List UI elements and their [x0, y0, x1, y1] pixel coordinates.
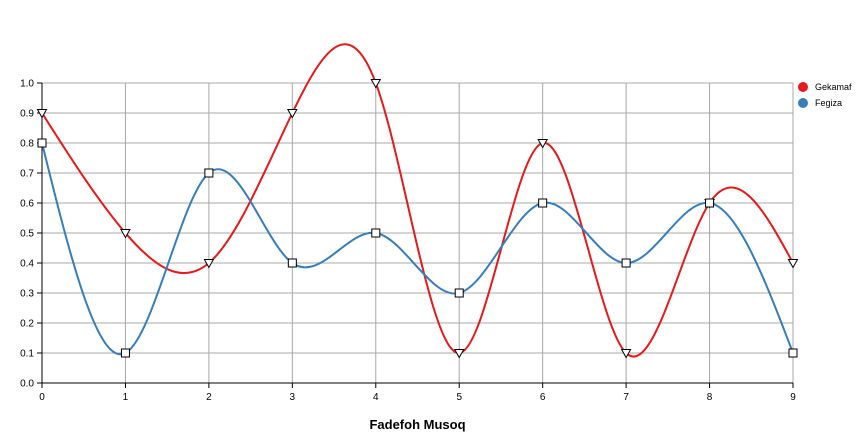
data-point-gekamaf: [537, 139, 549, 149]
y-tick-label: 0.4: [20, 259, 34, 270]
y-tick-label: 0.1: [20, 349, 34, 360]
legend-label-fegiza: Fegiza: [815, 98, 842, 108]
legend-swatch-fegiza: [798, 98, 808, 108]
data-point-fegiza: [204, 168, 214, 178]
x-tick-label: 8: [707, 392, 713, 403]
data-point-gekamaf: [787, 259, 799, 269]
y-tick-label: 0.0: [20, 379, 34, 390]
data-point-gekamaf: [203, 259, 215, 269]
data-point-gekamaf: [370, 79, 382, 89]
series-lines: [41, 43, 794, 358]
data-point-fegiza: [705, 198, 715, 208]
y-tick-label: 0.5: [20, 229, 34, 240]
data-point-fegiza: [454, 288, 464, 298]
y-tick-label: 0.9: [20, 109, 34, 120]
data-point-fegiza: [621, 258, 631, 268]
x-tick-label: 2: [206, 392, 212, 403]
axes: 0.0 0.1 0.2 0.3 0.4 0.5 0.6 0.7 0.8 0.9 1.0 0 1 2 3 4 5 6…: [20, 79, 796, 404]
data-point-gekamaf: [286, 109, 298, 119]
y-tick-label: 0.2: [20, 319, 34, 330]
x-tick-label: 5: [456, 392, 462, 403]
data-point-fegiza: [788, 348, 798, 358]
x-tick-label: 9: [790, 392, 796, 403]
x-axis-title: Fadefoh Musoq: [369, 417, 465, 432]
x-tick-label: 3: [290, 392, 296, 403]
x-tick-label: 7: [623, 392, 629, 403]
y-tick-label: 1.0: [20, 79, 34, 90]
y-tick-label: 0.7: [20, 169, 34, 180]
series-line-gekamaf: [41, 43, 794, 358]
data-point-gekamaf: [36, 109, 48, 119]
y-tick-label: 0.6: [20, 199, 34, 210]
y-tick-label: 0.8: [20, 139, 34, 150]
legend-swatch-gekamaf: [798, 82, 808, 92]
legend-label-gekamaf: Gekamaf: [815, 82, 852, 92]
x-tick-label: 1: [123, 392, 129, 403]
x-tick-label: 4: [373, 392, 379, 403]
legend: Gekamaf Fegiza: [798, 82, 852, 108]
x-tick-label: 6: [540, 392, 546, 403]
x-tick-label: 0: [39, 392, 45, 403]
grid: [41, 82, 794, 384]
data-point-fegiza: [287, 258, 297, 268]
series-line-fegiza: [41, 142, 794, 356]
data-point-gekamaf: [453, 349, 465, 359]
series-markers: [36, 79, 799, 359]
data-point-gekamaf: [120, 229, 131, 239]
data-point-fegiza: [538, 198, 548, 208]
data-point-fegiza: [120, 348, 130, 358]
y-tick-label: 0.3: [20, 289, 34, 300]
data-point-gekamaf: [620, 349, 632, 359]
data-point-fegiza: [371, 228, 381, 238]
data-point-fegiza: [37, 138, 47, 148]
